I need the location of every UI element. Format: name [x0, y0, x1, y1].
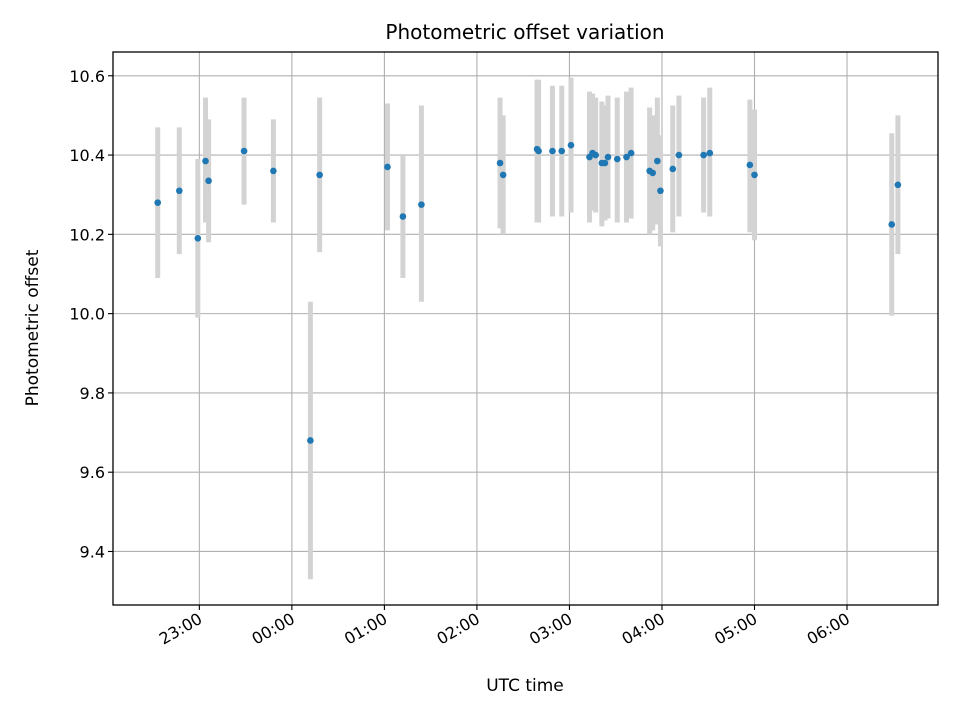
- x-tick-label: 05:00: [711, 609, 760, 649]
- x-axis-title: UTC time: [486, 676, 564, 696]
- data-point: [592, 151, 599, 159]
- data-point: [384, 163, 391, 171]
- y-tick-label: 10.6: [69, 67, 105, 86]
- x-axis-ticks: 23:00 00:00 01:00 02:00 03:00 04:00 05:00 06:00: [156, 605, 853, 649]
- data-point: [888, 221, 896, 228]
- data-point: [418, 201, 425, 208]
- chart-title: Photometric offset variation: [385, 20, 664, 44]
- data-point: [604, 153, 612, 161]
- data-point: [623, 153, 630, 161]
- data-point: [307, 437, 314, 444]
- data-point: [270, 167, 277, 175]
- data-points: [154, 141, 902, 444]
- y-axis-ticks: 9.4 9.6 9.8 10.0 10.2 10.4 10.6: [69, 67, 113, 561]
- data-point: [601, 159, 609, 167]
- y-tick-label: 10.2: [69, 225, 105, 244]
- data-point: [894, 181, 902, 189]
- data-point: [499, 171, 507, 179]
- x-tick-label: 06:00: [804, 609, 853, 649]
- y-tick-label: 10.0: [69, 305, 105, 324]
- data-point: [205, 177, 212, 185]
- x-tick-label: 23:00: [156, 609, 205, 649]
- data-point: [706, 149, 714, 157]
- data-point: [627, 149, 635, 157]
- data-point: [549, 147, 556, 155]
- grid-lines: [113, 52, 938, 605]
- data-point: [316, 171, 323, 179]
- data-point: [669, 165, 677, 173]
- data-point: [675, 151, 683, 159]
- plot-frame: [112, 51, 939, 606]
- x-tick-label: 03:00: [526, 609, 575, 649]
- data-point: [654, 157, 661, 165]
- data-point: [194, 235, 202, 242]
- error-bars: [155, 77, 901, 580]
- data-point: [613, 155, 621, 163]
- data-point: [567, 141, 575, 149]
- data-point: [154, 199, 162, 206]
- data-point: [535, 147, 542, 155]
- data-point: [202, 157, 209, 165]
- data-point: [657, 187, 664, 195]
- data-point: [176, 187, 183, 195]
- x-tick-label: 02:00: [433, 609, 482, 649]
- y-tick-label: 9.6: [80, 463, 105, 482]
- data-point: [649, 169, 657, 177]
- data-point: [751, 171, 758, 179]
- x-tick-label: 01:00: [341, 609, 390, 649]
- x-tick-label: 04:00: [619, 609, 668, 649]
- y-tick-label: 9.8: [80, 384, 105, 403]
- data-point: [558, 147, 566, 155]
- data-point: [399, 213, 407, 220]
- y-tick-label: 9.4: [80, 542, 105, 561]
- data-point: [496, 159, 504, 167]
- x-tick-label: 00:00: [248, 609, 297, 649]
- data-point: [700, 151, 707, 159]
- data-point: [240, 147, 248, 155]
- y-axis-title: Photometric offset: [23, 249, 43, 406]
- y-tick-label: 10.4: [69, 146, 105, 165]
- data-point: [746, 161, 754, 169]
